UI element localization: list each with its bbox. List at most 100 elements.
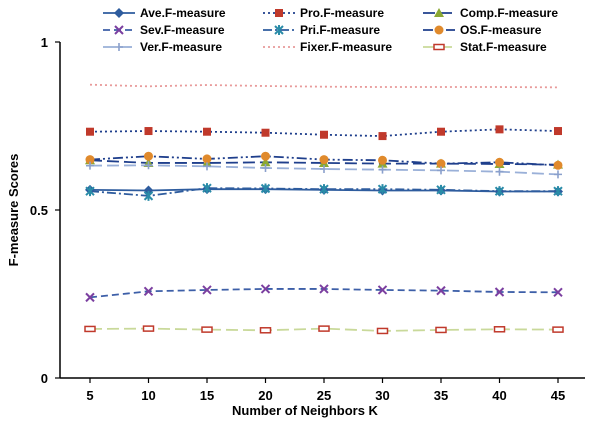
series-pro-f-measure xyxy=(86,125,562,141)
series-stat-f-measure xyxy=(84,325,564,335)
data-point xyxy=(275,9,283,17)
legend-label: Ave.F-measure xyxy=(140,6,226,20)
series-pri-f-measure xyxy=(85,183,563,201)
data-point xyxy=(495,167,504,176)
legend-item: Sev.F-measure xyxy=(103,23,225,37)
data-point xyxy=(553,186,563,197)
data-point xyxy=(495,157,504,167)
series-line xyxy=(89,83,559,89)
data-point xyxy=(202,154,212,164)
data-point xyxy=(143,286,154,297)
data-point xyxy=(144,161,153,170)
data-point xyxy=(435,326,447,334)
data-point xyxy=(261,128,270,137)
data-point xyxy=(494,186,505,197)
series-line xyxy=(89,327,559,332)
data-point xyxy=(260,157,271,167)
series-sev-f-measure xyxy=(85,284,563,303)
x-ticks: 5 10 15 20 25 30 35 40 45 xyxy=(86,378,565,403)
data-point xyxy=(144,127,153,136)
y-ticks: 00.51 xyxy=(30,35,60,386)
data-point xyxy=(378,132,387,141)
data-point xyxy=(553,160,563,170)
data-point xyxy=(261,164,270,172)
data-point xyxy=(115,43,123,51)
data-point xyxy=(494,287,505,297)
data-point xyxy=(319,155,329,165)
data-point xyxy=(376,327,389,335)
data-point xyxy=(202,183,212,194)
legend-item: Ave.F-measure xyxy=(103,6,226,20)
data-point xyxy=(319,284,329,294)
data-point xyxy=(114,25,124,35)
data-point xyxy=(319,184,329,195)
series-group xyxy=(84,83,564,335)
x-tick-label: 40 xyxy=(492,388,506,403)
data-point xyxy=(434,25,444,35)
legend-item: Stat.F-measure xyxy=(423,40,547,54)
x-tick-label: 35 xyxy=(434,388,448,403)
x-tick-label: 45 xyxy=(551,388,565,403)
data-point xyxy=(203,127,211,136)
data-point xyxy=(552,326,564,333)
data-point xyxy=(436,184,446,195)
data-point xyxy=(143,190,154,201)
legend-item: Pri.F-measure xyxy=(263,23,380,37)
data-point xyxy=(84,325,96,333)
data-point xyxy=(86,161,94,170)
data-point xyxy=(85,186,95,197)
series-line xyxy=(89,159,559,166)
y-tick-label: 0.5 xyxy=(30,203,48,218)
x-tick-label: 15 xyxy=(200,388,214,403)
data-point xyxy=(554,170,562,179)
data-point xyxy=(261,151,270,161)
data-point xyxy=(378,165,387,174)
data-point xyxy=(433,43,445,51)
data-point xyxy=(201,326,213,333)
series-line xyxy=(89,164,559,176)
data-point xyxy=(437,127,445,136)
data-point xyxy=(377,285,388,295)
data-point xyxy=(85,292,95,303)
data-point xyxy=(114,8,124,18)
legend-label: Comp.F-measure xyxy=(460,6,558,20)
legend-item: OS.F-measure xyxy=(423,23,542,37)
data-point xyxy=(274,25,284,35)
data-point xyxy=(202,285,212,295)
data-point xyxy=(260,183,271,194)
data-point xyxy=(318,325,330,332)
x-tick-label: 25 xyxy=(317,388,331,403)
legend-label: Sev.F-measure xyxy=(140,23,225,37)
series-os-f-measure xyxy=(85,151,563,170)
series-ver-f-measure xyxy=(86,161,562,179)
legend-label: OS.F-measure xyxy=(460,23,542,37)
y-tick-label: 0 xyxy=(41,371,48,386)
x-tick-label: 30 xyxy=(375,388,389,403)
data-point xyxy=(144,151,153,161)
legend-label: Pri.F-measure xyxy=(300,23,380,37)
data-point xyxy=(259,327,272,334)
data-point xyxy=(553,287,563,298)
data-point xyxy=(86,127,94,136)
legend-label: Fixer.F-measure xyxy=(300,40,392,54)
data-point xyxy=(436,285,446,296)
data-point xyxy=(377,184,388,195)
data-point xyxy=(436,159,446,169)
x-tick-label: 10 xyxy=(141,388,155,403)
series-fixer-f-measure xyxy=(89,83,559,89)
legend-item: Comp.F-measure xyxy=(423,6,558,20)
data-point xyxy=(378,155,387,165)
y-tick-label: 1 xyxy=(41,35,48,50)
legend-item: Pro.F-measure xyxy=(263,6,384,20)
x-tick-label: 5 xyxy=(86,388,93,403)
data-point xyxy=(493,326,506,333)
legend-item: Fixer.F-measure xyxy=(263,40,392,54)
data-point xyxy=(554,127,562,136)
legend-label: Ver.F-measure xyxy=(140,40,222,54)
data-point xyxy=(85,155,95,165)
data-point xyxy=(495,125,504,134)
series-line xyxy=(89,128,559,137)
data-point xyxy=(260,284,271,294)
